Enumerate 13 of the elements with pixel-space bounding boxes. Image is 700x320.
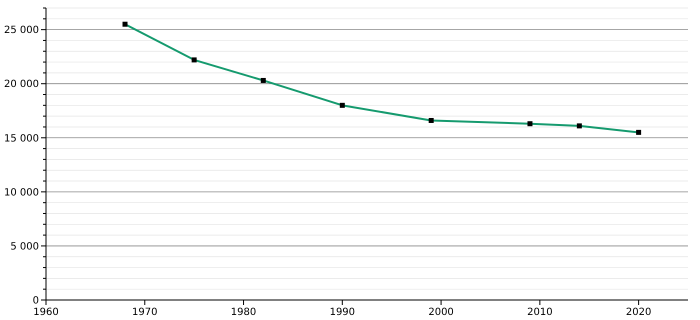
- x-tick-label: 1980: [230, 307, 256, 318]
- y-tick-label: 15 000: [4, 133, 39, 144]
- y-tick-label: 5 000: [10, 241, 39, 252]
- y-tick-label: 10 000: [4, 187, 39, 198]
- x-tick-label: 2010: [527, 307, 553, 318]
- x-tick-label: 2000: [428, 307, 454, 318]
- x-tick-label: 1990: [330, 307, 356, 318]
- x-tick-label: 2020: [626, 307, 652, 318]
- y-tick-label: 20 000: [4, 79, 39, 90]
- y-tick-label: 0: [32, 296, 39, 306]
- x-tick-label: 1960: [33, 307, 59, 318]
- y-tick-label: 25 000: [4, 25, 39, 36]
- x-tick-label: 1970: [132, 307, 158, 318]
